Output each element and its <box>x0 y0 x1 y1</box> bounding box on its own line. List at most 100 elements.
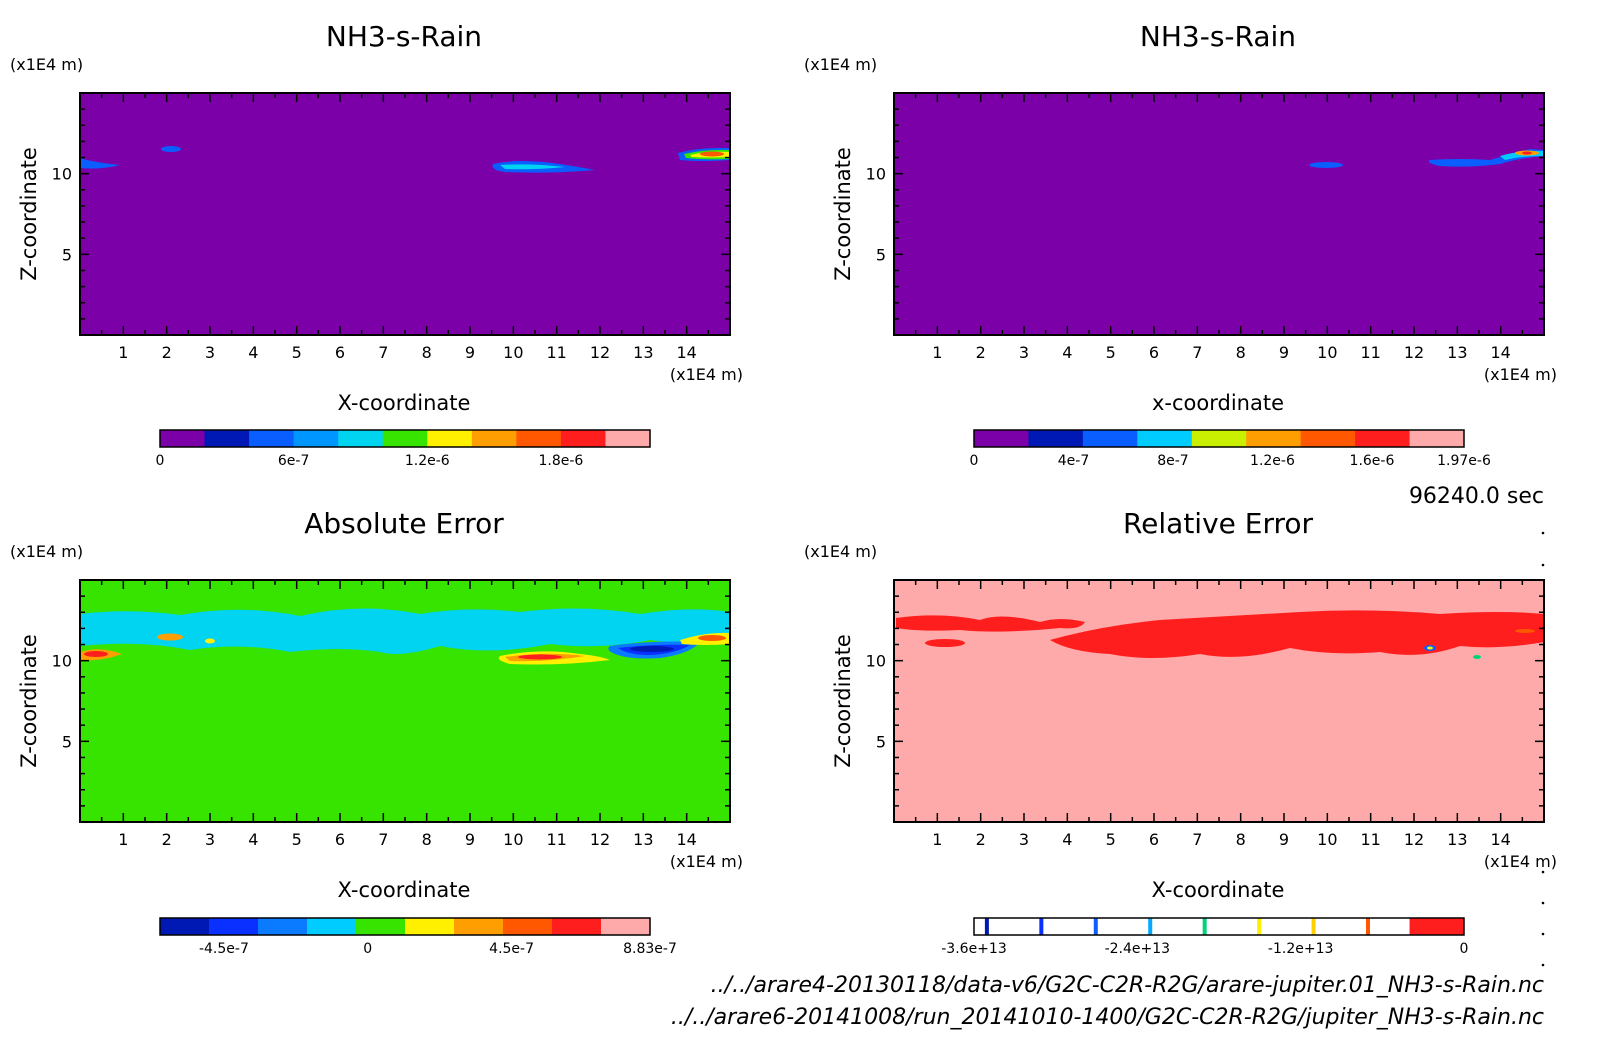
y-tick-label: 10 <box>866 165 886 184</box>
y-axis-unit: (x1E4 m) <box>804 542 877 561</box>
x-axis-unit: (x1E4 m) <box>1484 365 1557 384</box>
colorbar-segment <box>258 918 308 935</box>
x-tick-label: 14 <box>1490 343 1510 362</box>
colorbar-level-line <box>1202 918 1207 935</box>
contour-region <box>80 158 120 169</box>
panel-relative-error: Relative Error (x1E4 m) 1 2 3 4 5 6 7 8 9 10 11 12 1… <box>804 507 1557 957</box>
y-axis-unit: (x1E4 m) <box>804 55 877 74</box>
contour-region <box>925 639 965 647</box>
dot <box>1541 963 1545 967</box>
y-tick-label: 10 <box>52 165 72 184</box>
panel-title: NH3-s-Rain <box>1140 20 1296 53</box>
colorbar-level-line <box>1366 918 1370 935</box>
x-ticks: 1 2 3 4 5 6 7 8 9 10 11 12 13 14 <box>914 580 1524 849</box>
colorbar-level-line <box>1311 918 1316 935</box>
colorbar-segment <box>1409 918 1464 935</box>
x-tick-label: 4 <box>1062 830 1072 849</box>
y-ticks: 5 10 <box>866 108 1544 320</box>
colorbar-tick-label: 0 <box>156 453 165 469</box>
dot <box>1541 901 1545 905</box>
colorbar-segment <box>427 430 473 447</box>
x-tick-label: 8 <box>422 830 432 849</box>
x-tick-label: 1 <box>932 343 942 362</box>
y-axis-label: Z-coordinate <box>831 147 855 281</box>
colorbar-level-line <box>984 918 989 935</box>
x-tick-label: 12 <box>590 343 610 362</box>
colorbar-segment <box>1355 430 1411 447</box>
y-tick-label: 10 <box>52 652 72 671</box>
x-tick-label: 14 <box>1490 830 1510 849</box>
colorbar: 0 4e-7 8e-7 1.2e-6 1.6e-6 1.97e-6 <box>970 429 1491 469</box>
x-tick-label: 6 <box>335 830 345 849</box>
colorbar-segment <box>454 918 504 935</box>
x-tick-label: 3 <box>205 343 215 362</box>
x-tick-label: 11 <box>1360 830 1380 849</box>
x-tick-label: 12 <box>1404 830 1424 849</box>
x-tick-label: 12 <box>590 830 610 849</box>
colorbar-tick-label: 1.97e-6 <box>1437 453 1491 469</box>
colorbar-segment <box>405 918 455 935</box>
colorbar-tick-label: 4e-7 <box>1058 453 1089 469</box>
colorbar-segment <box>1137 430 1193 447</box>
colorbar-tick-label: 0 <box>363 941 372 957</box>
dot <box>1541 531 1545 535</box>
contour-region <box>80 608 730 654</box>
x-tick-label: 9 <box>465 343 475 362</box>
colorbar-tick-label: -3.6e+13 <box>941 941 1006 957</box>
time-label: 96240.0 sec <box>1409 484 1544 509</box>
colorbar-tick-label: 4.5e-7 <box>489 941 534 957</box>
colorbar-tick-label: -2.4e+13 <box>1105 941 1170 957</box>
colorbar-segment <box>1082 430 1138 447</box>
x-tick-label: 5 <box>292 830 302 849</box>
x-axis-label: X-coordinate <box>1152 878 1285 902</box>
colorbar-segment <box>249 430 295 447</box>
x-tick-label: 3 <box>205 830 215 849</box>
colorbar: -4.5e-7 0 4.5e-7 8.83e-7 <box>159 917 677 957</box>
x-tick-label: 2 <box>976 830 986 849</box>
x-tick-label: 13 <box>633 343 653 362</box>
colorbar-segment <box>601 918 651 935</box>
x-tick-label: 8 <box>1236 343 1246 362</box>
colorbar-tick-label: 8e-7 <box>1157 453 1188 469</box>
contour-region <box>1515 629 1535 633</box>
y-axis-unit: (x1E4 m) <box>10 542 83 561</box>
file-path-2: ../../arare6-20141008/run_20141010-1400/… <box>671 1005 1544 1030</box>
x-axis-unit: (x1E4 m) <box>670 852 743 871</box>
x-tick-label: 10 <box>503 830 523 849</box>
y-axis-label: Z-coordinate <box>17 634 41 768</box>
x-tick-label: 3 <box>1019 343 1029 362</box>
x-axis-unit: (x1E4 m) <box>1484 852 1557 871</box>
file-path-1: ../../arare4-20130118/data-v6/G2C-C2R-R2… <box>711 973 1544 998</box>
x-tick-label: 13 <box>633 830 653 849</box>
colorbar-segment <box>1300 430 1356 447</box>
x-tick-label: 1 <box>932 830 942 849</box>
colorbar-segment <box>209 918 259 935</box>
colorbar-tick-label: 1.2e-6 <box>1250 453 1295 469</box>
x-tick-label: 7 <box>1192 830 1202 849</box>
edge-dots <box>1541 531 1545 967</box>
colorbar-segment <box>1246 430 1302 447</box>
panel-title: Absolute Error <box>304 507 504 540</box>
x-tick-label: 11 <box>546 830 566 849</box>
x-tick-label: 12 <box>1404 343 1424 362</box>
y-axis-label: Z-coordinate <box>17 147 41 281</box>
x-tick-label: 11 <box>1360 343 1380 362</box>
x-tick-label: 9 <box>465 830 475 849</box>
contour-region <box>698 635 726 641</box>
colorbar-segment <box>974 430 1029 447</box>
colorbar-tick-label: 1.8e-6 <box>538 453 583 469</box>
x-tick-label: 4 <box>248 830 258 849</box>
colorbar-segment <box>560 430 606 447</box>
colorbar-segment <box>307 918 357 935</box>
contour-region <box>1473 655 1481 659</box>
colorbar-segment <box>605 430 651 447</box>
contour-regions <box>80 608 730 665</box>
y-tick-label: 10 <box>866 652 886 671</box>
colorbar-segment <box>1028 430 1084 447</box>
plot-area <box>894 93 1544 335</box>
x-tick-label: 10 <box>1317 343 1337 362</box>
x-tick-label: 9 <box>1279 830 1289 849</box>
colorbar-level-line <box>1039 918 1044 935</box>
x-tick-label: 6 <box>335 343 345 362</box>
x-tick-label: 5 <box>1106 343 1116 362</box>
